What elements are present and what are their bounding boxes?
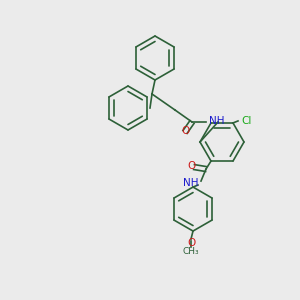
Text: O: O	[181, 126, 189, 136]
Text: CH₃: CH₃	[183, 247, 199, 256]
Text: NH: NH	[182, 178, 198, 188]
Text: Cl: Cl	[241, 116, 251, 126]
Text: NH: NH	[209, 116, 224, 126]
Text: O: O	[187, 238, 195, 248]
Text: O: O	[188, 161, 196, 171]
